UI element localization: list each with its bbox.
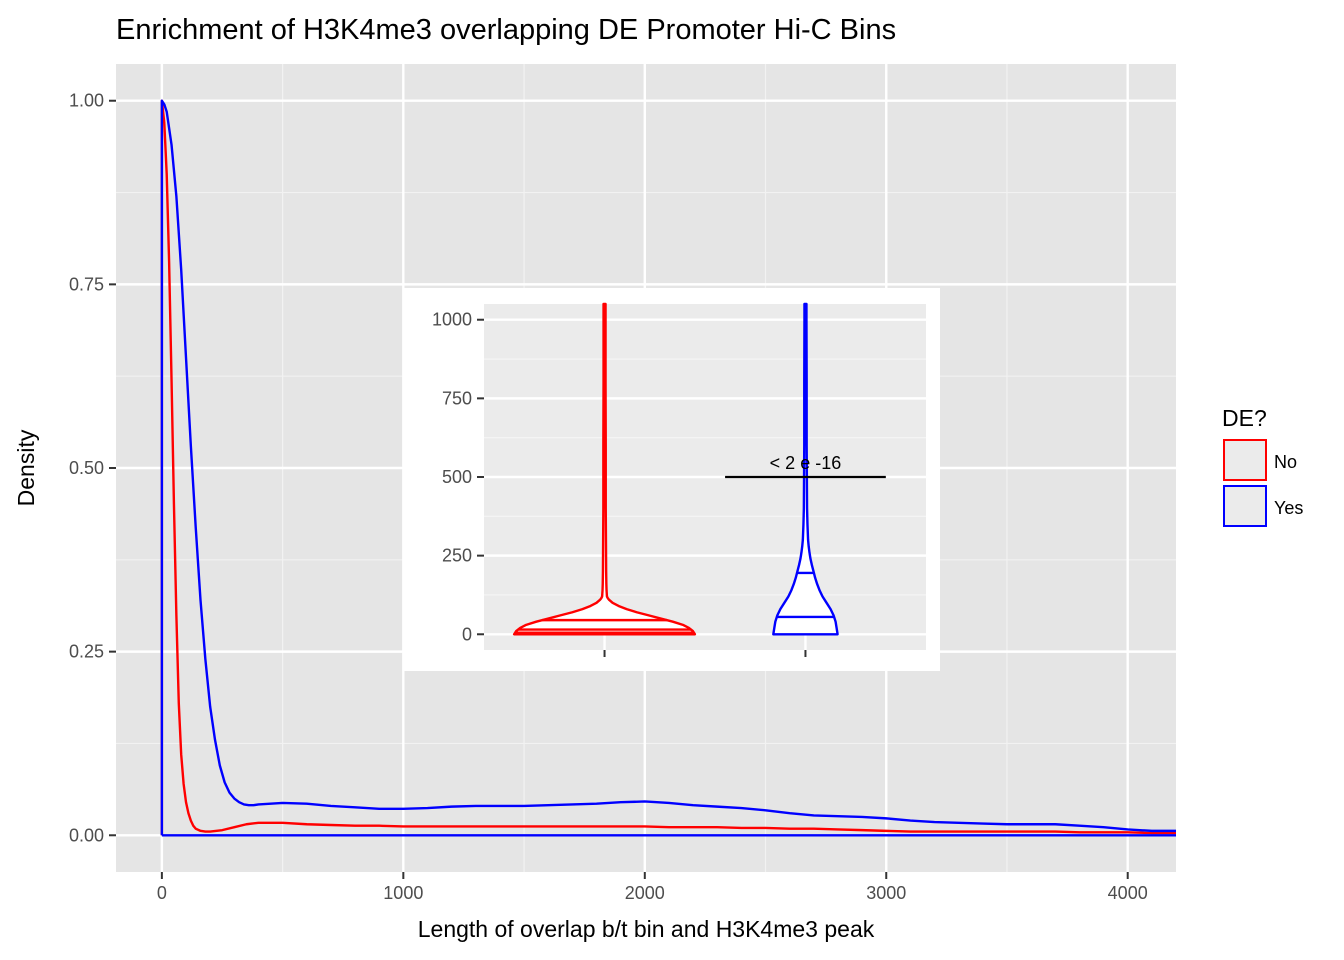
x-axis-title: Length of overlap b/t bin and H3K4me3 pe… <box>418 916 875 942</box>
inset-violin-plot: < 2 e -16 0 250 500 750 1000 <box>404 288 940 671</box>
legend-label-yes: Yes <box>1274 498 1303 518</box>
x-tick-label: 0 <box>157 883 167 903</box>
main-plot-panel: 0.00 0.25 0.50 0.75 1.00 0 1000 2000 3000 4000 <box>69 64 1176 903</box>
legend-label-no: No <box>1274 452 1297 472</box>
main-x-axis: 0 1000 2000 3000 4000 <box>157 872 1148 903</box>
y-tick-label: 1.00 <box>69 91 104 111</box>
inset-violins <box>512 302 839 636</box>
inset-x-axis <box>603 650 807 657</box>
inset-y-tick-label: 0 <box>462 624 472 644</box>
x-tick-label: 4000 <box>1108 883 1148 903</box>
violin-yes <box>772 302 839 636</box>
x-tick-label: 3000 <box>866 883 906 903</box>
y-tick-label: 0.00 <box>69 825 104 845</box>
main-series-lines <box>160 99 1176 837</box>
chart-title: Enrichment of H3K4me3 overlapping DE Pro… <box>116 14 896 46</box>
y-axis-title: Density <box>13 429 39 506</box>
density-line-yes <box>160 99 1176 836</box>
inset-y-tick-label: 500 <box>442 467 472 487</box>
legend-title: DE? <box>1222 405 1267 431</box>
inset-y-tick-label: 750 <box>442 388 472 408</box>
inset-y-tick-label: 250 <box>442 546 472 566</box>
x-tick-label: 1000 <box>383 883 423 903</box>
x-tick-label: 2000 <box>625 883 665 903</box>
significance-label: < 2 e -16 <box>770 453 842 473</box>
legend-key-no <box>1223 439 1267 481</box>
main-y-axis: 0.00 0.25 0.50 0.75 1.00 <box>69 91 116 845</box>
y-tick-label: 0.50 <box>69 458 104 478</box>
inset-y-tick-label: 1000 <box>432 310 472 330</box>
y-tick-label: 0.75 <box>69 274 104 294</box>
legend: DE? No Yes <box>1222 405 1303 527</box>
y-tick-label: 0.25 <box>69 642 104 662</box>
violin-no <box>512 302 697 636</box>
legend-key-yes <box>1223 485 1267 527</box>
inset-y-axis: 0 250 500 750 1000 <box>432 310 484 644</box>
density-line-no <box>160 99 1176 836</box>
inset-annotation: < 2 e -16 <box>725 453 886 479</box>
